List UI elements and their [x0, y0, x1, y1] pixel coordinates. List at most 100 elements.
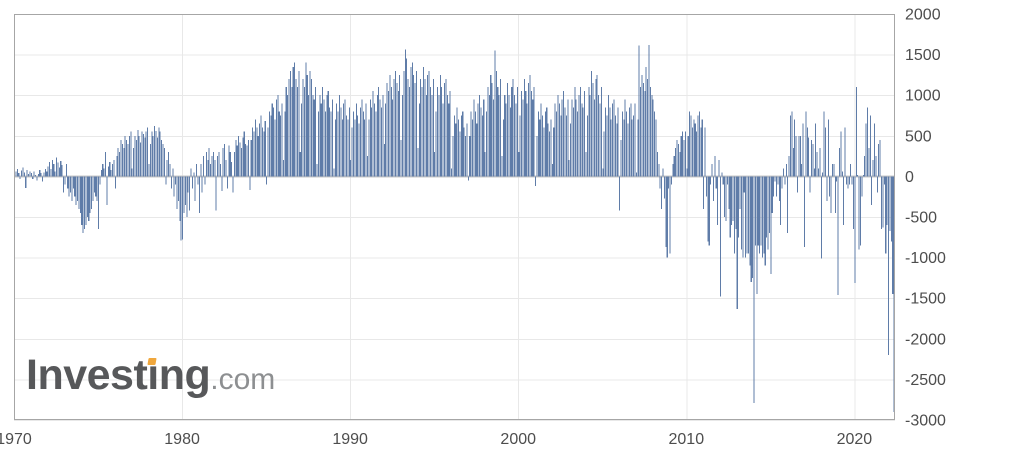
bar: [838, 147, 841, 177]
bar: [98, 176, 100, 230]
y-axis-label: 500: [905, 128, 932, 145]
bar: [677, 143, 679, 177]
bar: [624, 99, 626, 177]
bar: [662, 168, 664, 177]
bar: [631, 119, 633, 177]
bar: [571, 99, 573, 177]
bar: [740, 176, 742, 250]
bar: [876, 176, 878, 193]
bar: [481, 115, 483, 177]
bar: [516, 87, 518, 177]
bar: [526, 103, 528, 177]
logo-letter-i: ı: [147, 351, 159, 399]
bar: [382, 95, 384, 177]
bar: [107, 166, 109, 177]
y-axis-label: 2000: [905, 7, 941, 24]
bar: [400, 139, 402, 177]
bar: [564, 107, 566, 177]
bar: [533, 87, 535, 177]
bar: [273, 107, 275, 177]
logo-dotless-i: ı: [147, 351, 159, 399]
bar: [306, 74, 308, 177]
bar: [334, 119, 336, 177]
bar: [465, 135, 467, 177]
bar: [830, 176, 832, 213]
bar: [151, 131, 153, 177]
bar: [749, 176, 751, 266]
bar: [193, 172, 195, 177]
bar: [175, 176, 177, 185]
bar: [331, 99, 333, 177]
bar: [120, 139, 122, 177]
bar: [84, 176, 86, 230]
bar: [739, 176, 741, 209]
bar: [294, 62, 296, 177]
bar: [232, 176, 234, 193]
bar: [507, 83, 509, 177]
y-axis-label: 1500: [905, 47, 941, 64]
bar: [642, 83, 644, 177]
bar: [595, 78, 597, 177]
bar: [285, 87, 287, 177]
bar: [672, 164, 674, 177]
bar: [259, 123, 261, 177]
bar: [687, 135, 689, 177]
bar: [761, 176, 763, 258]
bar: [697, 115, 699, 177]
bar: [424, 78, 426, 177]
bar: [735, 176, 737, 230]
bar: [417, 147, 419, 177]
bar: [420, 78, 422, 177]
bar: [242, 137, 244, 177]
bar: [235, 139, 237, 177]
bar: [313, 99, 315, 177]
bar: [58, 167, 60, 177]
bar: [512, 78, 514, 177]
bar: [246, 145, 248, 177]
bar: [592, 83, 594, 177]
bar: [92, 176, 94, 201]
bar: [778, 176, 780, 201]
bar: [570, 123, 572, 177]
bar: [435, 111, 437, 177]
bar: [480, 107, 482, 177]
bar: [312, 95, 314, 177]
y-axis-label: 1000: [905, 88, 941, 105]
bar: [407, 78, 409, 177]
bar: [733, 176, 735, 254]
bar: [298, 70, 300, 177]
logo-text-ng: ng: [158, 351, 211, 399]
bar: [628, 107, 630, 177]
bar: [39, 169, 41, 177]
bar: [456, 107, 458, 177]
bar: [836, 176, 838, 182]
bar: [271, 103, 273, 177]
bar: [315, 87, 317, 177]
bar: [747, 176, 749, 254]
bar: [410, 66, 412, 177]
bar: [121, 143, 123, 177]
bar: [278, 111, 280, 177]
bar: [393, 78, 395, 177]
bar: [50, 169, 52, 177]
bar: [99, 176, 101, 185]
bar: [309, 70, 311, 177]
bar: [112, 164, 114, 177]
bar: [883, 176, 885, 185]
bar: [852, 176, 855, 230]
bar: [875, 156, 877, 177]
bar: [162, 143, 164, 177]
bar: [717, 176, 719, 226]
bar: [469, 135, 471, 177]
bar: [806, 127, 808, 177]
bar: [843, 176, 845, 226]
bar: [880, 176, 883, 230]
bar: [238, 135, 240, 177]
bar: [75, 176, 77, 205]
bar: [831, 164, 834, 177]
bar: [882, 176, 884, 228]
bar: [588, 87, 590, 177]
bar: [224, 143, 226, 177]
bar: [329, 107, 331, 177]
